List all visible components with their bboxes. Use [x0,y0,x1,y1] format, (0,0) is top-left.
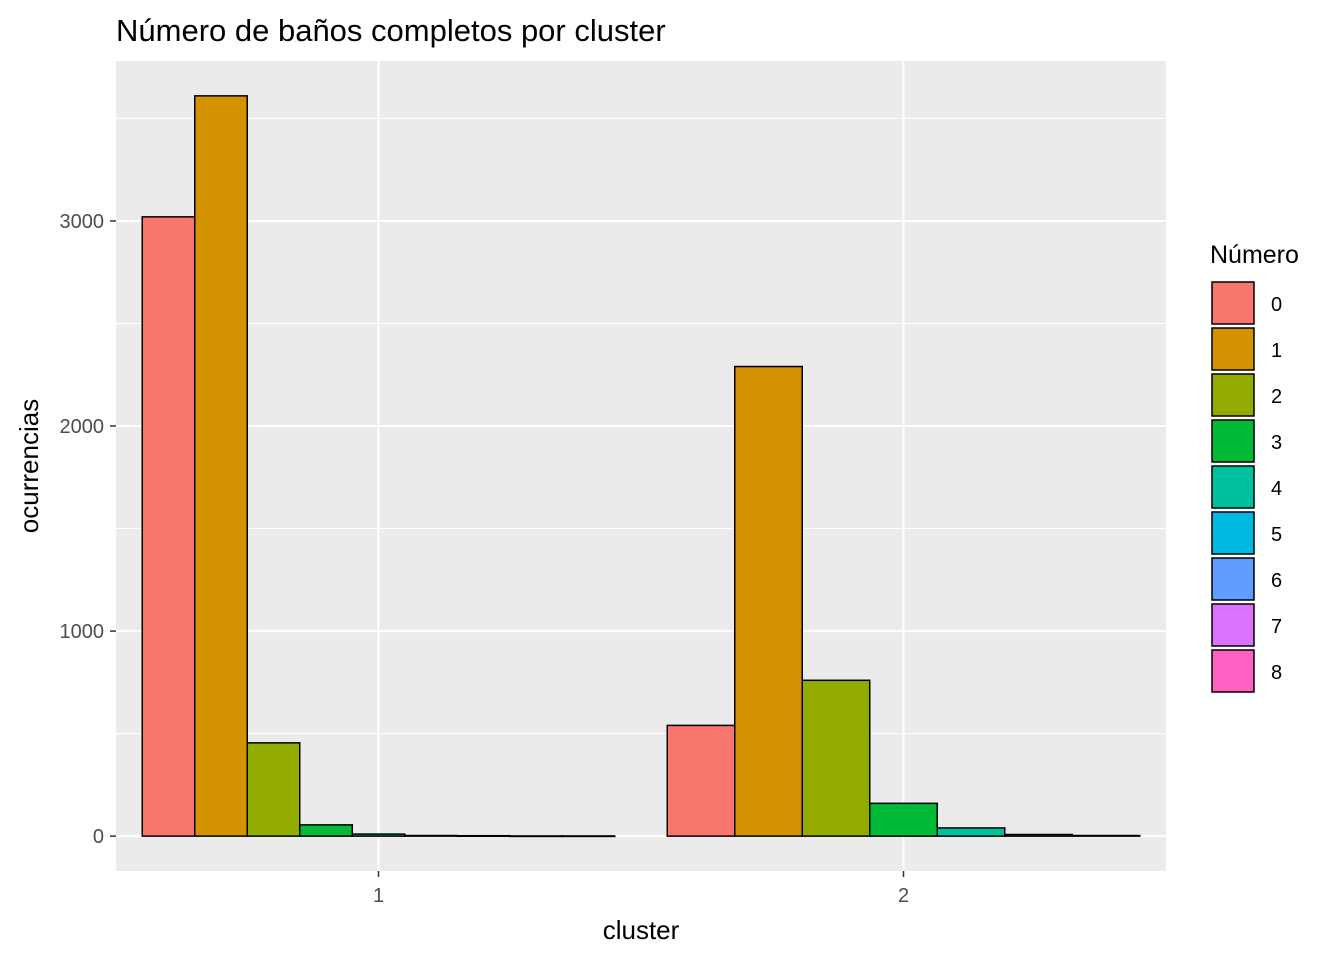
plot-panel [116,61,1166,871]
bar-cluster1-numero5 [404,834,458,837]
bar-cluster1-numero8 [561,835,616,838]
bar-cluster2-numero5 [1004,833,1073,837]
bar-cluster2-numero2 [801,679,871,837]
x-axis-title: cluster [603,915,680,945]
minor-gridlines [116,117,1166,735]
y-axis: 0 1000 2000 3000 [60,211,116,848]
legend-key [1211,281,1255,325]
x-tick-label: 2 [898,885,909,907]
bar-cluster2-numero6 [1071,834,1141,837]
bar-cluster2-numero3 [869,802,938,837]
bar-cluster2-numero0 [666,724,736,837]
legend-key [1211,511,1255,555]
y-tick-label: 3000 [60,211,105,233]
legend-label: 8 [1271,662,1282,684]
bar-cluster1-numero6 [456,834,511,837]
legend-label: 0 [1271,294,1282,316]
legend-items: 0 1 2 3 4 5 6 7 8 [1211,281,1282,693]
legend-label: 2 [1271,386,1282,408]
legend-label: 3 [1271,432,1282,454]
bar-cluster1-numero7 [509,835,563,838]
legend-title: Número [1210,241,1299,269]
legend-key [1211,373,1255,417]
bar-cluster2-numero1 [734,365,803,837]
y-tick-label: 0 [93,826,104,848]
legend-label: 5 [1271,524,1282,546]
y-tick-label: 1000 [60,621,105,643]
x-tick-label: 1 [373,885,384,907]
legend-key [1211,419,1255,463]
bar-cluster1-numero0 [141,216,196,837]
y-tick-label: 2000 [60,416,105,438]
legend-label: 1 [1271,340,1282,362]
major-gridlines [116,61,1166,871]
legend-label: 7 [1271,616,1282,638]
legend-key [1211,649,1255,693]
legend-key [1211,603,1255,647]
legend-label: 6 [1271,570,1282,592]
bar-cluster1-numero1 [194,95,248,837]
bar-cluster2-numero4 [936,827,1006,837]
y-axis-title: ocurrencias [14,399,44,533]
legend-label: 4 [1271,478,1282,500]
chart-title: Número de baños completos por cluster [116,13,666,48]
bar-cluster1-numero4 [351,833,406,837]
legend: Número 0 1 2 3 4 5 6 7 8 [1210,241,1299,693]
bar-cluster1-numero2 [246,742,301,837]
legend-key [1211,465,1255,509]
legend-key [1211,327,1255,371]
bars-layer [141,95,1141,838]
bar-cluster1-numero3 [299,824,353,837]
legend-key [1211,557,1255,601]
